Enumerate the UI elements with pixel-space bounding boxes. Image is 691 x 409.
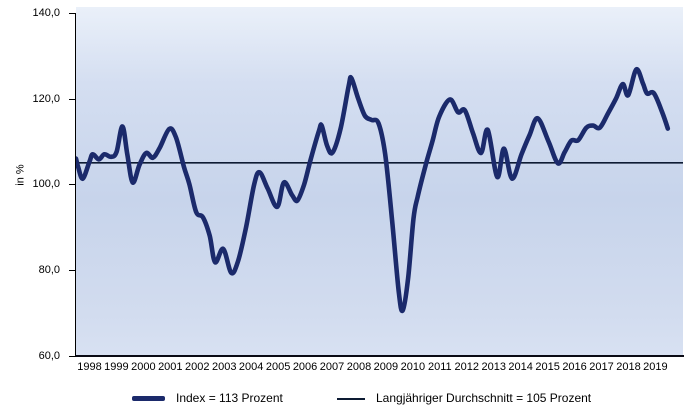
y-tick-label: 80,0 xyxy=(38,263,60,276)
x-axis-line xyxy=(75,355,684,357)
x-year-label: 2005 xyxy=(265,361,291,373)
y-tick-mark xyxy=(69,269,76,271)
index-line xyxy=(76,67,671,314)
x-year-label: 2008 xyxy=(346,361,372,373)
x-year-label: 2014 xyxy=(508,361,533,373)
x-year-label: 2013 xyxy=(481,361,506,373)
x-year-label: 2018 xyxy=(616,361,641,373)
chart-canvas xyxy=(76,67,683,314)
x-year-label: 2011 xyxy=(427,361,452,373)
y-tick-label: 100,0 xyxy=(32,178,60,191)
x-year-label: 2000 xyxy=(131,361,156,373)
x-year-label: 2003 xyxy=(211,361,237,373)
x-year-label: 2006 xyxy=(292,361,318,373)
legend-swatch-index-line xyxy=(132,396,165,401)
x-year-label: 2002 xyxy=(185,361,210,373)
x-year-label: 1998 xyxy=(77,361,102,373)
x-year-label: 2010 xyxy=(400,361,426,373)
x-year-label: 2009 xyxy=(373,361,399,373)
y-tick-mark xyxy=(69,355,76,357)
y-tick-label: 120,0 xyxy=(32,92,60,105)
x-year-label: 2016 xyxy=(562,361,587,373)
x-year-label: 2017 xyxy=(589,361,614,373)
legend: Index = 113 Prozent Langjähriger Durchsc… xyxy=(0,388,691,408)
x-year-label: 2012 xyxy=(454,361,479,373)
y-tick-mark xyxy=(69,13,76,14)
x-year-label: 2004 xyxy=(238,361,264,373)
y-tick-mark xyxy=(69,184,76,186)
x-year-label: 2019 xyxy=(643,361,668,373)
x-year-label: 2001 xyxy=(158,361,183,373)
x-year-label: 2015 xyxy=(535,361,560,373)
x-year-label: 2007 xyxy=(319,361,345,373)
y-tick-label: 60,0 xyxy=(38,349,60,362)
x-year-label: 1999 xyxy=(104,361,129,373)
plot-area xyxy=(76,7,683,356)
legend-swatch-average-line xyxy=(337,398,365,400)
legend-label-average: Langjähriger Durchschnitt = 105 Prozent xyxy=(376,391,592,405)
legend-label-index: Index = 113 Prozent xyxy=(176,391,283,405)
y-tick-label: 140,0 xyxy=(32,7,60,19)
y-tick-mark xyxy=(69,98,76,100)
